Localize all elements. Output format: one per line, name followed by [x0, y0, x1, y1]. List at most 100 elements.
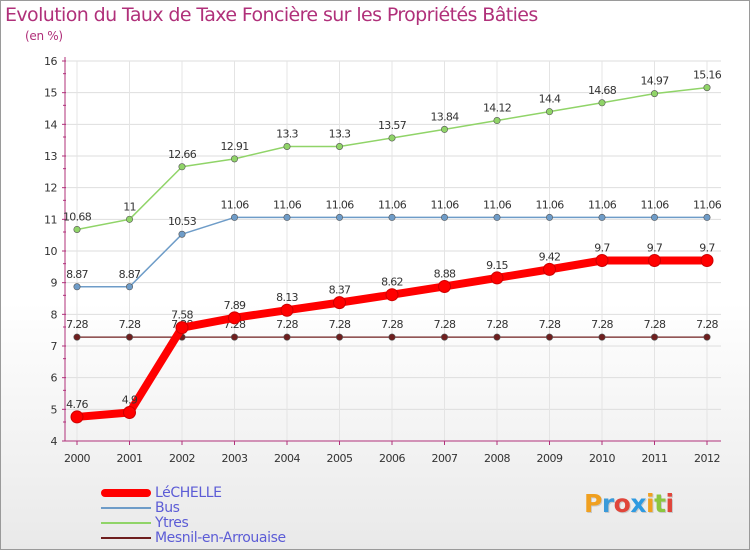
data-point-l-chelle [648, 254, 661, 267]
data-point-ytres [283, 143, 291, 151]
data-label-mesnil-en-arrouaise: 7.28 [486, 318, 508, 331]
data-label-bus: 11.06 [273, 198, 302, 211]
data-label-l-chelle: 9.7 [699, 242, 715, 255]
proxiti-logo: Proxiti [584, 489, 674, 518]
data-point-l-chelle [228, 311, 241, 325]
data-point-ytres [545, 108, 553, 116]
data-point-ytres [335, 143, 343, 151]
legend-swatch [101, 489, 151, 497]
data-label-l-chelle: 8.13 [276, 291, 298, 304]
x-tick-label: 2008 [484, 452, 510, 465]
logo-letter: r [601, 489, 614, 518]
data-point-bus [388, 213, 396, 221]
data-label-mesnil-en-arrouaise: 7.28 [329, 318, 351, 331]
data-point-ytres [73, 225, 81, 233]
x-tick-label: 2000 [64, 452, 90, 465]
data-point-mesnil-en-arrouaise [388, 333, 396, 341]
data-point-mesnil-en-arrouaise [598, 333, 606, 341]
data-label-bus: 11.06 [431, 198, 460, 211]
y-tick-label: 15 [44, 87, 57, 100]
data-point-ytres [388, 134, 396, 142]
y-tick-label: 13 [44, 150, 57, 163]
legend-label: Mesnil-en-Arrouaise [155, 530, 286, 546]
data-label-ytres: 13.84 [431, 110, 460, 123]
data-point-ytres [493, 117, 501, 125]
data-point-l-chelle [333, 296, 346, 310]
y-tick-label: 4 [51, 435, 58, 448]
data-label-bus: 11.06 [588, 198, 617, 211]
data-label-mesnil-en-arrouaise: 7.28 [434, 318, 456, 331]
data-point-mesnil-en-arrouaise [335, 333, 343, 341]
data-point-ytres [126, 215, 134, 223]
data-label-l-chelle: 9.15 [486, 259, 508, 272]
data-label-l-chelle: 9.42 [539, 250, 561, 263]
data-point-l-chelle [700, 254, 714, 267]
data-point-bus [283, 213, 291, 221]
x-tick-label: 2012 [694, 452, 720, 465]
data-point-ytres [440, 125, 448, 133]
y-tick-label: 6 [51, 372, 58, 385]
legend-label: Bus [155, 500, 180, 516]
data-point-bus [598, 213, 606, 221]
data-point-l-chelle [595, 254, 609, 267]
logo-letter: i [665, 489, 675, 518]
data-point-l-chelle [175, 321, 189, 335]
legend-label: LéCHELLE [155, 485, 222, 501]
y-tick-label: 11 [44, 213, 57, 226]
data-label-bus: 8.87 [66, 268, 88, 281]
data-label-l-chelle: 4.9 [122, 394, 138, 407]
data-point-bus [493, 213, 501, 221]
data-point-bus [231, 213, 239, 221]
data-label-mesnil-en-arrouaise: 7.28 [696, 318, 718, 331]
logo-letter: x [630, 489, 646, 518]
data-point-bus [335, 213, 343, 221]
data-label-bus: 11.06 [693, 198, 722, 211]
data-label-mesnil-en-arrouaise: 7.28 [276, 318, 298, 331]
data-label-l-chelle: 9.7 [594, 242, 610, 255]
data-label-l-chelle: 4.76 [66, 398, 88, 411]
legend-swatch [101, 537, 151, 539]
data-point-mesnil-en-arrouaise [231, 333, 239, 341]
x-tick-label: 2009 [537, 452, 563, 465]
data-label-ytres: 14.12 [483, 102, 511, 115]
data-label-l-chelle: 8.37 [329, 284, 351, 297]
y-tick-label: 16 [44, 55, 57, 68]
data-label-bus: 11.06 [641, 198, 670, 211]
x-tick-label: 2002 [169, 452, 195, 465]
data-point-l-chelle [490, 271, 504, 285]
data-label-ytres: 11 [123, 200, 136, 213]
legend-swatch [101, 507, 151, 509]
logo-letter: o [613, 489, 631, 518]
data-label-bus: 11.06 [483, 198, 512, 211]
x-tick-label: 2006 [379, 452, 405, 465]
data-point-bus [73, 283, 81, 291]
data-point-l-chelle [280, 303, 294, 317]
data-label-ytres: 15.16 [693, 69, 722, 82]
data-point-l-chelle [70, 410, 84, 424]
logo-letter: P [584, 489, 602, 518]
data-point-mesnil-en-arrouaise [126, 333, 134, 341]
data-point-bus [703, 213, 711, 221]
x-tick-label: 2001 [117, 452, 143, 465]
data-point-ytres [703, 84, 711, 92]
x-tick-label: 2004 [274, 452, 300, 465]
y-tick-label: 10 [44, 245, 57, 258]
data-point-l-chelle [543, 262, 556, 276]
legend-label: Ytres [155, 515, 189, 531]
y-tick-label: 7 [51, 340, 58, 353]
y-tick-label: 9 [51, 277, 58, 290]
x-tick-label: 2007 [432, 452, 458, 465]
data-label-bus: 8.87 [119, 268, 141, 281]
x-tick-label: 2010 [589, 452, 615, 465]
data-point-bus [126, 283, 134, 291]
data-label-ytres: 12.91 [221, 140, 249, 153]
data-label-ytres: 14.4 [539, 93, 561, 106]
data-point-ytres [178, 163, 186, 171]
x-tick-label: 2005 [327, 452, 353, 465]
logo-letter: i [646, 489, 655, 518]
data-label-bus: 11.06 [326, 198, 355, 211]
data-label-mesnil-en-arrouaise: 7.28 [539, 318, 561, 331]
data-label-bus: 11.06 [378, 198, 407, 211]
